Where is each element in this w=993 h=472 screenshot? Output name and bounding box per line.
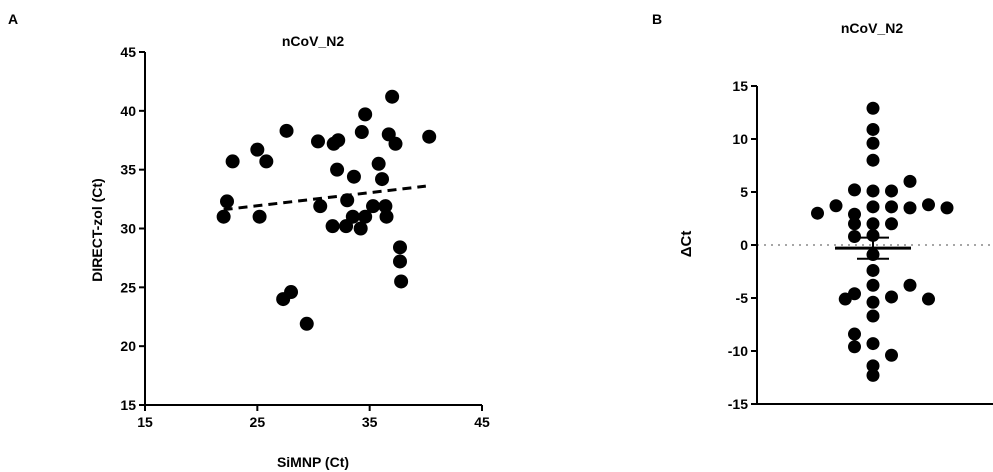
panel-a-y-tick-label: 45: [120, 44, 136, 60]
panel-a-data-point: [279, 123, 294, 138]
panel-b-data-point: [866, 228, 880, 242]
panel-a-data-point: [299, 316, 314, 331]
panel-b-data-point: [903, 174, 917, 188]
panel-b-data-point: [866, 263, 880, 277]
panel-b-data-point: [848, 183, 861, 197]
panel-a-plot: 15 25 35 45 15 20 25 30 35 40 45: [120, 44, 490, 430]
panel-a-y-tick-label: 15: [120, 397, 136, 413]
panel-b-data-point: [848, 287, 861, 301]
panel-a-y-tick-label: 30: [120, 221, 136, 237]
panel-a-data-point: [385, 89, 400, 104]
panel-a-data-point: [371, 156, 386, 171]
panel-b-data-point: [922, 198, 935, 212]
panel-a-data-point: [353, 221, 368, 236]
panel-b-data-point: [885, 184, 898, 198]
panel-a-data-point: [392, 254, 407, 269]
panel-a-x-tick-label: 45: [474, 414, 490, 430]
panel-b-data-point: [866, 136, 880, 150]
panel-a-y-tick-label: 20: [120, 338, 136, 354]
panel-b-data-point: [848, 340, 861, 354]
panel-a-y-tick-label: 40: [120, 103, 136, 119]
panel-a-data-point: [375, 172, 390, 187]
panel-b-data-point: [866, 359, 880, 373]
panel-b-data-point: [903, 201, 917, 215]
panel-b-data-point: [866, 278, 880, 292]
panel-b-data-point: [885, 348, 898, 362]
panel-b-data-point: [848, 327, 861, 341]
panel-a-data-point: [392, 240, 407, 255]
panel-b-y-tick-label: -5: [736, 290, 749, 306]
panel-a-letter: A: [8, 11, 18, 27]
panel-b-data-point: [885, 217, 898, 231]
panel-b-data-point: [866, 101, 880, 115]
panel-a-y-tick-label: 35: [120, 162, 136, 178]
panel-b-data-point: [866, 309, 880, 323]
panel-a-data-point: [310, 134, 325, 149]
panel-b-data-point: [866, 122, 880, 136]
panel-a-data-point: [252, 209, 267, 224]
panel-a-x-tick-label: 15: [137, 414, 153, 430]
panel-b-letter: B: [652, 11, 662, 27]
panel-b-y-tick-label: 15: [732, 78, 748, 94]
panel-b-title: nCoV_N2: [841, 20, 903, 36]
panel-a-data-point: [259, 154, 274, 169]
panel-b-data-point: [922, 292, 935, 306]
panel-a-data-point: [340, 193, 355, 208]
panel-b-y-axis-label: ΔCt: [678, 231, 695, 258]
panel-b-plot: -15 -10 -5 0 5 10 15: [728, 78, 993, 412]
panel-a-trendline: [223, 184, 427, 212]
panel-a-data-point: [325, 219, 340, 234]
panel-a-data-point: [216, 209, 231, 224]
panel-a-x-axis-label: SiMNP (Ct): [277, 454, 349, 470]
panel-a-data-point: [250, 142, 265, 157]
panel-a-data-point: [422, 129, 437, 144]
panel-a-data-point: [345, 209, 360, 224]
panel-a-data-point: [394, 274, 409, 289]
panel-b-y-tick-label: -10: [728, 343, 748, 359]
panel-b-data-point: [866, 153, 880, 167]
panel-b-data-point: [866, 217, 880, 231]
panel-b-data-point: [866, 200, 880, 214]
panel-a-data-point: [379, 209, 394, 224]
panel-b-data-point: [866, 295, 880, 309]
panel-a-data-point: [388, 136, 403, 151]
panel-a-data-point: [313, 199, 328, 214]
panel-a-x-tick-label: 25: [250, 414, 266, 430]
panel-b-data-point: [903, 278, 917, 292]
panel-a-y-axis-label: DIRECT-zol (Ct): [89, 178, 105, 281]
panel-b-data-point: [866, 368, 880, 382]
panel-a-x-tick-label: 35: [362, 414, 378, 430]
panel-b-y-tick-label: 10: [732, 131, 748, 147]
panel-a-data-point: [330, 162, 345, 177]
panel-b-data-point: [866, 337, 880, 351]
panel-a-data-point: [358, 209, 373, 224]
panel-a-data-point: [366, 199, 381, 214]
panel-b-data-point: [866, 184, 880, 198]
panel-b-data-point: [885, 290, 898, 304]
panel-b-data-point: [940, 201, 954, 215]
panel-b-data-point: [885, 200, 898, 214]
panel-b-y-tick-label: -15: [728, 396, 748, 412]
panel-a-data-point: [354, 125, 369, 140]
panel-b-data-point: [848, 217, 861, 231]
panel-a-data-point: [225, 154, 240, 169]
panel-b-data-point: [848, 207, 861, 221]
panel-a-data-point: [331, 133, 346, 148]
panel-a-data-point: [378, 199, 393, 214]
panel-a-data-point: [284, 285, 299, 300]
panel-a-data-point: [346, 169, 361, 184]
panel-a-data-point: [220, 194, 235, 209]
panel-b-data-point: [829, 199, 843, 213]
panel-b-y-tick-label: 5: [740, 184, 748, 200]
panel-b-data-point: [848, 230, 861, 244]
panel-a-title: nCoV_N2: [282, 33, 344, 49]
panel-b-y-tick-label: 0: [740, 237, 748, 253]
panel-b-data-point: [811, 206, 824, 220]
panel-a-data-point: [358, 107, 373, 122]
panel-a-y-tick-label: 25: [120, 279, 136, 295]
